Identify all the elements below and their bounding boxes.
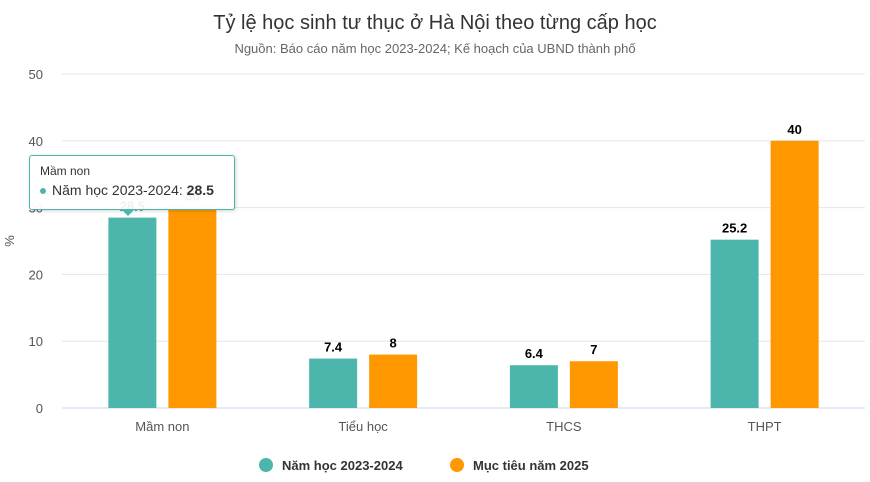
- bar[interactable]: [369, 354, 418, 408]
- bar[interactable]: [569, 361, 618, 408]
- y-tick-label: 50: [29, 67, 43, 82]
- tooltip: Mầm non Năm học 2023-2024: 28.5: [29, 155, 235, 210]
- y-axis-label: %: [2, 235, 17, 247]
- y-tick-label: 40: [29, 134, 43, 149]
- legend-marker: [450, 458, 464, 472]
- legend-label: Mục tiêu năm 2025: [473, 458, 589, 473]
- data-label: 40: [787, 122, 801, 137]
- y-axis-ticks: 01020304050: [29, 67, 43, 416]
- bar[interactable]: [309, 358, 358, 408]
- tooltip-series-name: Năm học 2023-2024: [52, 182, 179, 198]
- data-label: 7: [590, 342, 597, 357]
- bars: [108, 140, 819, 409]
- legend-item[interactable]: Năm học 2023-2024: [259, 458, 403, 473]
- legend-item[interactable]: Mục tiêu năm 2025: [450, 458, 589, 473]
- bar[interactable]: [509, 365, 558, 408]
- tooltip-series-dot: [40, 188, 46, 195]
- bar[interactable]: [710, 239, 759, 408]
- y-tick-label: 20: [29, 267, 43, 282]
- legend-marker: [259, 458, 273, 472]
- chart-subtitle: Nguồn: Báo cáo năm học 2023-2024; Kế hoạ…: [234, 41, 635, 56]
- data-label: 25.2: [722, 221, 747, 236]
- tooltip-category: Mầm non: [40, 164, 91, 178]
- y-tick-label: 0: [36, 401, 43, 416]
- tooltip-row: Năm học 2023-2024: 28.5: [40, 182, 224, 198]
- bar[interactable]: [770, 140, 819, 409]
- x-tick-label: THCS: [546, 419, 582, 434]
- y-tick-label: 10: [29, 334, 43, 349]
- data-label: 8: [390, 336, 397, 351]
- x-axis-ticks: Mầm non Tiểu học THCS THPT: [135, 419, 781, 434]
- bar[interactable]: [108, 217, 157, 408]
- tooltip-pointer: [121, 209, 135, 216]
- x-tick-label: Mầm non: [135, 419, 189, 434]
- legend-label: Năm học 2023-2024: [282, 458, 403, 473]
- tooltip-value: 28.5: [186, 182, 214, 198]
- chart-title: Tỷ lệ học sinh tư thục ở Hà Nội theo từn…: [213, 12, 656, 34]
- data-label: 7.4: [324, 340, 343, 355]
- x-tick-label: THPT: [748, 419, 782, 434]
- bar[interactable]: [168, 207, 217, 408]
- legend: Năm học 2023-2024 Mục tiêu năm 2025: [259, 458, 589, 473]
- data-label: 6.4: [525, 346, 544, 361]
- x-tick-label: Tiểu học: [338, 419, 388, 434]
